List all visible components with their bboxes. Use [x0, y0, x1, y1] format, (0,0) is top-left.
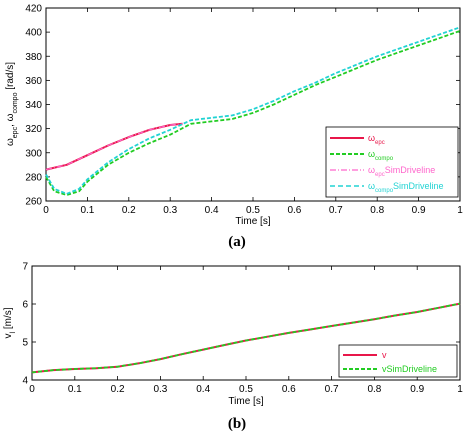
svg-text:ωepcSimDriveline: ωepcSimDriveline	[368, 165, 435, 178]
axes-b-ytick-label: 7	[22, 262, 28, 273]
axes-a-ytick-label: 340	[25, 100, 42, 111]
axes-a-xtick-label: 0.1	[80, 205, 94, 216]
axes-a-xtick-label: 1	[457, 205, 463, 216]
axes-b-xtick-label: 0.9	[410, 384, 424, 395]
svg-text:ωepc, ωcompo [rad/s]: ωepc, ωcompo [rad/s]	[5, 62, 19, 146]
axes-b-legend: v vSimDriveline	[338, 344, 458, 378]
axes-a-xlabel: Time [s]	[235, 216, 270, 227]
axes-b-xtick-label: 0.4	[196, 384, 210, 395]
axes-a-xtick-label: 0.6	[287, 205, 301, 216]
axes-a-series	[45, 26, 461, 196]
axes-b-xtick-label: 0.3	[153, 384, 167, 395]
axes-a-xtick-label: 0.8	[370, 205, 384, 216]
axes-b-xtick-label: 0.6	[282, 384, 296, 395]
axes-a-ytick-label: 260	[25, 197, 42, 208]
axes-a-series-2	[45, 123, 183, 171]
axes-a-xtick-label: 0.7	[329, 205, 343, 216]
axes-b-xtick-label: 0.7	[325, 384, 339, 395]
axes-b-xtick-label: 1	[457, 384, 463, 395]
axes-b-xtick-label: 0	[29, 384, 35, 395]
axes-a-xtick-label: 0.2	[122, 205, 136, 216]
axes-b-ytick-label: 5	[22, 338, 28, 349]
legend-b-box	[338, 344, 458, 378]
axes-a-ticks: 0 0.1 0.2 0.3 0.4 0.5 0.6 0.7 0.8 0.9 1 260 280 300 32…	[25, 4, 463, 217]
axes-a-ytick-label: 360	[25, 76, 42, 87]
svg-text:vSimDriveline: vSimDriveline	[382, 364, 437, 374]
axes-b-series-1	[31, 302, 461, 374]
axes-a-xtick-label: 0.4	[205, 205, 219, 216]
axes-b-xlabel: Time [s]	[228, 396, 263, 407]
axes-b-xtick-label: 0.8	[367, 384, 381, 395]
panel-a-caption: (a)	[228, 234, 246, 250]
panel-a: 0 0.1 0.2 0.3 0.4 0.5 0.6 0.7 0.8 0.9 1 260 280 300 32…	[5, 4, 463, 251]
svg-text:vl [m/s]: vl [m/s]	[3, 307, 17, 338]
svg-text:v: v	[382, 350, 387, 360]
axes-a-ytick-label: 300	[25, 148, 42, 159]
axes-a-legend: ωepc ωcompo ωepcSimDriveline ωcompoSimDr…	[325, 126, 459, 198]
axes-a-ytick-label: 420	[25, 4, 42, 15]
axes-a-xtick-label: 0.5	[246, 205, 260, 216]
axes-b-xtick-label: 0.2	[111, 384, 125, 395]
axes-a-ytick-label: 380	[25, 52, 42, 63]
axes-b-xtick-label: 0.1	[68, 384, 82, 395]
axes-b-ylabel: vl [m/s]	[3, 307, 17, 338]
axes-a-ytick-label: 320	[25, 124, 42, 135]
axes-a-ytick-label: 400	[25, 28, 42, 39]
axes-b-ytick-label: 4	[22, 376, 28, 387]
axes-a-ytick-label: 280	[25, 172, 42, 183]
axes-a-ylabel: ωepc, ωcompo [rad/s]	[5, 62, 19, 146]
axes-a-series-1	[45, 30, 461, 196]
axes-a-xtick-label: 0	[43, 205, 49, 216]
legend-a-entry-2: ωepcSimDriveline	[330, 165, 435, 178]
panel-b-caption: (b)	[228, 416, 246, 432]
axes-b-series	[31, 302, 461, 374]
legend-b-entry-0: v	[343, 350, 387, 360]
axes-b-ytick-label: 6	[22, 300, 28, 311]
axes-b-xtick-label: 0.5	[239, 384, 253, 395]
axes-b-ticks: 0 0.1 0.2 0.3 0.4 0.5 0.6 0.7 0.8 0.9 1 4 5 6 7	[22, 262, 463, 396]
legend-b-entry-1: vSimDriveline	[343, 364, 437, 374]
axes-a-series-3	[45, 26, 461, 195]
axes-a-xtick-label: 0.9	[412, 205, 426, 216]
axes-a-xtick-label: 0.3	[163, 205, 177, 216]
panel-b: 0 0.1 0.2 0.3 0.4 0.5 0.6 0.7 0.8 0.9 1 4 5 6 7 Time […	[3, 262, 463, 433]
